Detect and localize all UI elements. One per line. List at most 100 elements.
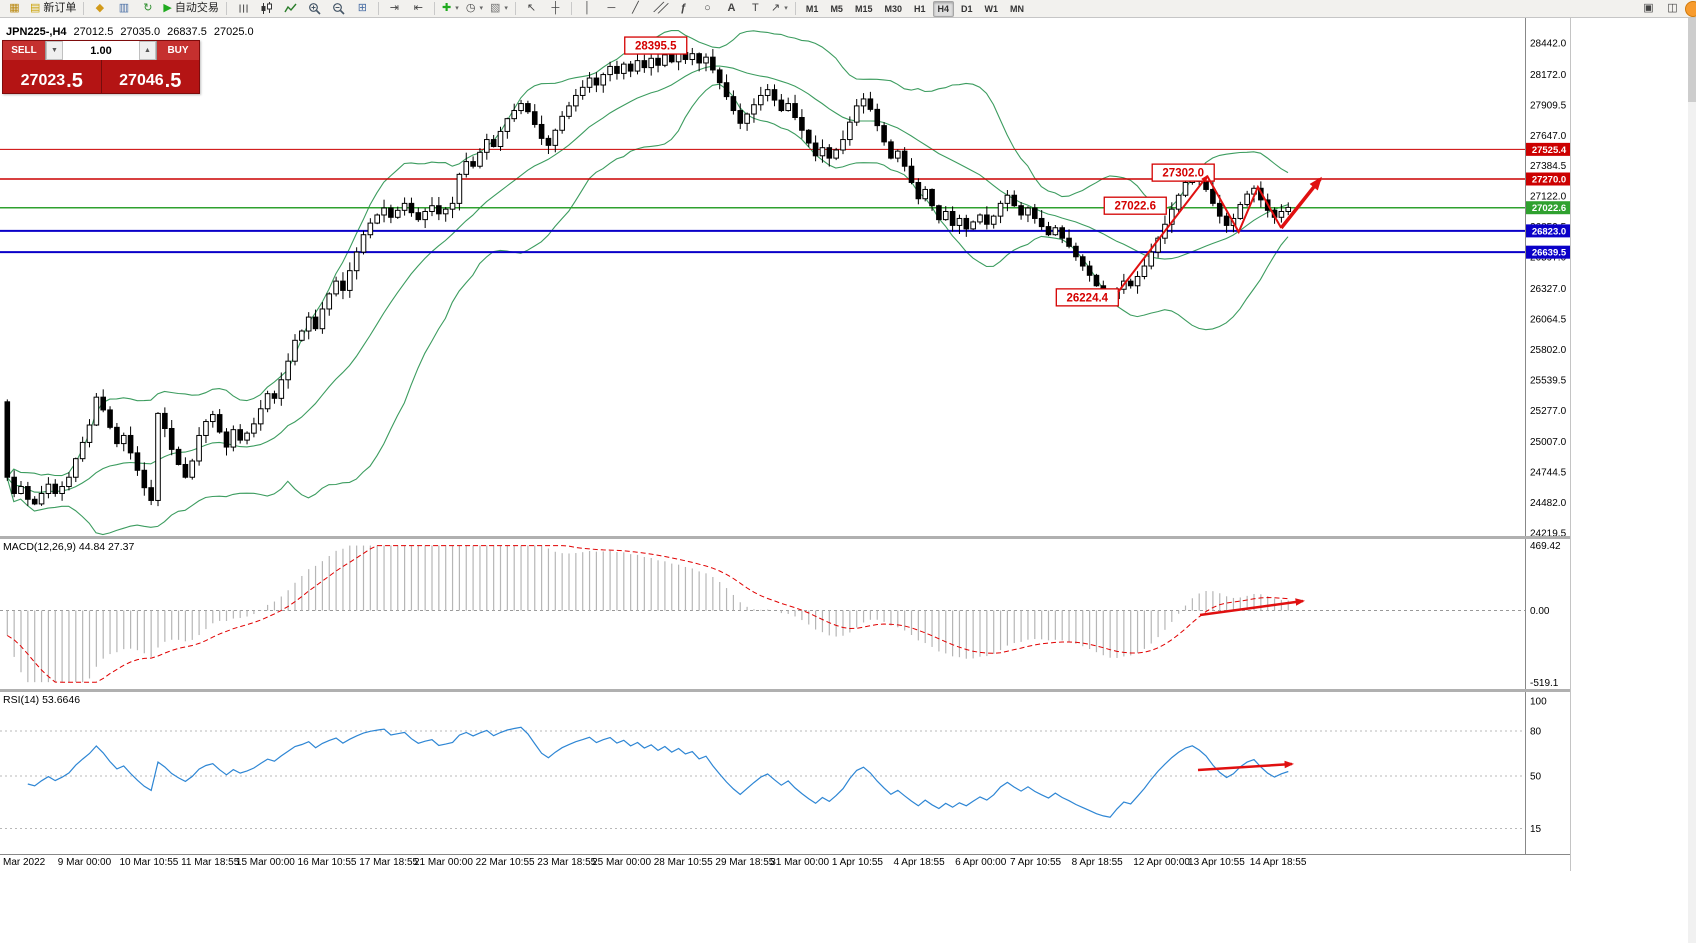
time-axis-label: 7 Apr 10:55	[1009, 857, 1062, 868]
profiles-button[interactable]: ◆	[88, 0, 111, 18]
symbol-period-label: JPN225-,H4	[6, 26, 67, 38]
lot-increase-button[interactable]: ▲	[139, 41, 156, 60]
timeframe-button-m5[interactable]: M5	[830, 3, 843, 14]
horizontal-level-lines[interactable]	[0, 148, 1525, 254]
timeframe-button-m1[interactable]: M1	[805, 3, 819, 14]
toolbar-separator	[433, 2, 435, 15]
buy-price-display[interactable]: 27046 .5	[102, 60, 200, 93]
label-tool-button[interactable]: T	[744, 0, 767, 18]
timeframe-button-d1[interactable]: D1	[961, 3, 973, 14]
rsi-axis[interactable]: 100 80 50 15	[1530, 697, 1547, 836]
time-axis-label: 21 Mar 00:00	[414, 857, 473, 868]
bar-chart-mode-button[interactable]: ☰	[231, 0, 254, 18]
new-order-button[interactable]: ▤ 新订单	[27, 0, 79, 18]
svg-text:25802.0: 25802.0	[1530, 345, 1567, 356]
new-order-icon: ▤	[30, 2, 41, 14]
timeframe-button-h1[interactable]: H1	[913, 3, 926, 14]
vertical-line-tool-button[interactable]: │	[576, 0, 599, 18]
notification-icon[interactable]	[1685, 0, 1696, 17]
svg-text:26224.4: 26224.4	[1067, 292, 1109, 304]
svg-text:27525.4: 27525.4	[1532, 145, 1567, 156]
shapes-tool-button[interactable]: ○	[696, 0, 719, 18]
arrows-tool-button[interactable]: ↗ ▾	[768, 0, 791, 18]
refresh-button[interactable]: ↻	[136, 0, 159, 18]
svg-text:469.42: 469.42	[1530, 541, 1561, 552]
low-value: 26837.5	[167, 26, 207, 38]
pane-separator-rsi[interactable]	[0, 689, 1570, 692]
sell-price-display[interactable]: 27023 .5	[3, 60, 102, 93]
toolbar-separator	[377, 2, 379, 15]
autotrading-button[interactable]: ▶ 自动交易	[160, 0, 221, 18]
pane-separator-macd[interactable]	[0, 536, 1570, 539]
indicators-button[interactable]: ✚ ▾	[439, 0, 462, 18]
chart-info-line: JPN225-,H4 27012.5 27035.0 26837.5 27025…	[6, 26, 254, 38]
horizontal-line-tool-button[interactable]: ─	[600, 0, 623, 18]
layout-button[interactable]: ◫	[1661, 0, 1684, 18]
time-axis-label: 16 Mar 10:55	[297, 857, 357, 868]
time-axis-label: 4 Apr 18:55	[893, 857, 945, 868]
toolbar-separator	[225, 2, 227, 15]
lot-size-value[interactable]: 1.00	[90, 44, 112, 57]
time-axis-label: 15 Mar 00:00	[235, 857, 295, 868]
svg-text:-519.1: -519.1	[1530, 678, 1559, 689]
lot-decrease-button[interactable]: ▼	[46, 41, 63, 60]
macd-histogram	[6, 545, 1289, 683]
screenshot-button[interactable]: ▣	[1637, 0, 1660, 18]
timeframe-button-h4[interactable]: H4	[932, 0, 955, 17]
chart-shift-button[interactable]: ⇤	[407, 0, 430, 18]
line-chart-mode-button[interactable]	[279, 0, 302, 18]
timeframe-button-mn[interactable]: MN	[1010, 3, 1025, 14]
sell-price-frac: .5	[66, 70, 83, 92]
candles-layer[interactable]	[4, 47, 1292, 507]
channel-tool-button[interactable]: ╱╱	[648, 0, 671, 18]
macd-pane-canvas[interactable]: 469.42 0.00 -519.1	[0, 539, 1570, 689]
zoom-in-button[interactable]	[303, 0, 326, 18]
templates-button[interactable]: ▧ ▾	[487, 0, 511, 18]
periods-button[interactable]: ◷ ▾	[463, 0, 486, 18]
time-axis-label: 17 Mar 18:55	[359, 857, 419, 868]
main-chart-canvas[interactable]: 28442.0 28172.0 27909.5 27647.0 27384.5 27122…	[0, 18, 1570, 536]
zoom-out-button[interactable]	[327, 0, 350, 18]
macd-axis[interactable]: 469.42 0.00 -519.1	[1530, 541, 1561, 689]
time-axis[interactable]: Mar 2022 9 Mar 00:00 10 Mar 10:55 11 Mar 18…	[0, 854, 1570, 872]
svg-text:24744.5: 24744.5	[1530, 468, 1567, 479]
timeframe-button-m30[interactable]: M30	[884, 3, 902, 14]
svg-text:26327.0: 26327.0	[1530, 284, 1567, 295]
rsi-pane-canvas[interactable]: 100 80 50 15	[0, 692, 1570, 854]
auto-scroll-button[interactable]: ⇥	[383, 0, 406, 18]
time-axis-label: 29 Mar 18:55	[715, 857, 775, 868]
price-annotations[interactable]: 28395.5 27302.0 27022.6 26224.4	[624, 36, 1215, 307]
open-value: 27012.5	[73, 26, 114, 38]
buy-button[interactable]: BUY	[157, 41, 199, 60]
svg-text:26064.5: 26064.5	[1530, 314, 1567, 325]
buy-price-frac: .5	[164, 70, 182, 92]
cursor-tool-button[interactable]: ↖	[520, 0, 543, 18]
screenshot-icon: ▣	[1643, 2, 1654, 14]
sell-button[interactable]: SELL	[3, 41, 45, 60]
timeframe-button-w1[interactable]: W1	[984, 3, 999, 14]
trend-arrows[interactable]	[1117, 174, 1322, 293]
main-toolbar: ▦ ▤ 新订单 ◆ ▥ ↻ ▶ 自动交易 ☰ ⊞ ⇥ ⇤ ✚ ▾ ◷ ▾ ▧ ▾ ↖ ┼ …	[0, 0, 1696, 18]
toolbar-separator	[794, 2, 796, 15]
crosshair-tool-button[interactable]: ┼	[544, 0, 567, 18]
right-scrollbar[interactable]	[1688, 18, 1696, 943]
charts-grid-button[interactable]: ▥	[112, 0, 135, 18]
label-icon: T	[752, 2, 759, 14]
new-chart-button[interactable]: ▦	[3, 0, 26, 18]
buy-price-main: 27046	[119, 72, 164, 89]
svg-text:26639.5: 26639.5	[1532, 248, 1567, 259]
timeframe-button-m15[interactable]: M15	[854, 3, 873, 14]
time-axis-label: 11 Mar 18:55	[181, 857, 240, 868]
text-tool-button[interactable]: A	[720, 0, 743, 18]
tile-windows-button[interactable]: ⊞	[351, 0, 374, 18]
price-level-tags: 27525.4 27270.0 27022.6 26823.0 26639.5	[1526, 142, 1570, 259]
price-axis[interactable]: 28442.0 28172.0 27909.5 27647.0 27384.5 27122…	[1530, 39, 1567, 537]
time-axis-label: 1 Apr 10:55	[831, 857, 883, 868]
scrollbar-thumb[interactable]	[1688, 18, 1696, 102]
macd-trend-arrow	[1199, 598, 1305, 617]
trendline-tool-button[interactable]: ╱	[624, 0, 647, 18]
fibonacci-tool-button[interactable]: ƒ	[672, 0, 695, 18]
rsi-label: RSI(14) 53.6646	[3, 694, 81, 706]
candlestick-mode-button[interactable]	[255, 0, 278, 18]
line-chart-icon	[284, 3, 297, 13]
